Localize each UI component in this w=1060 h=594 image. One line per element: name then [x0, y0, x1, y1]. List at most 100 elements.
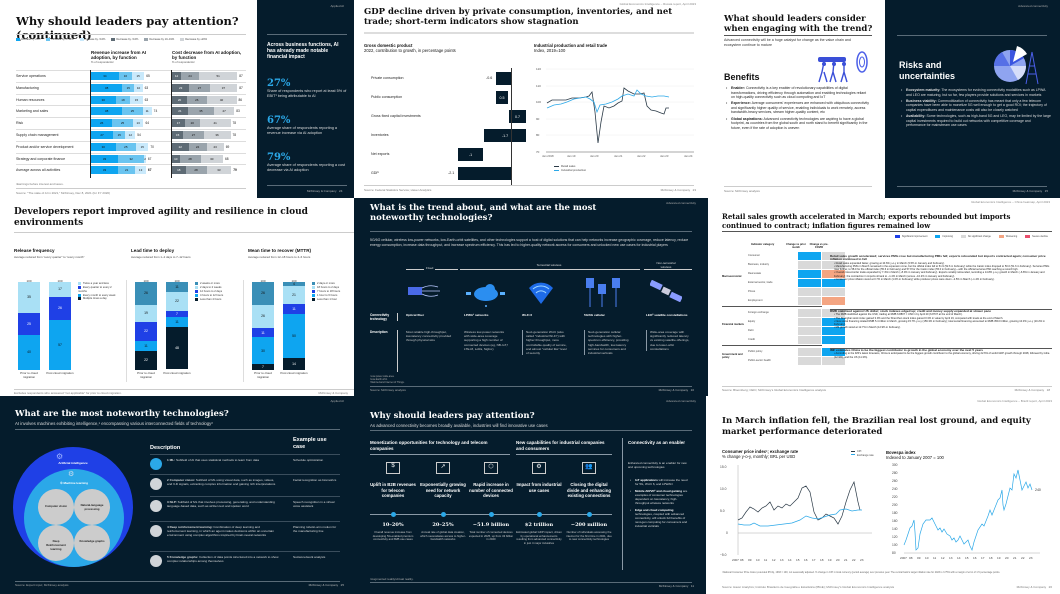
- cpi-chart-header: Consumer price index¹; exchange rate% ch…: [722, 449, 799, 459]
- footnote: ¹Earnings before interest and taxes.: [16, 182, 64, 186]
- table-row: Average across all activities 33 21 13 67 18 2…: [16, 164, 246, 175]
- tech-icon: [150, 525, 162, 537]
- cpi-exchange-line-chart: 15.0 10.0 5.0 0 −5.0 2007 08 09 10 11 12 13 14 15 16 1…: [720, 465, 872, 562]
- slide-title: Developers report improved agility and r…: [14, 207, 308, 228]
- section-tag: Advanced connectivity: [666, 399, 696, 403]
- svg-text:18: 18: [989, 556, 993, 560]
- use-case: Planning robotic-arm motion for the manu…: [293, 525, 337, 533]
- section-tag: Advanced connectivity: [666, 201, 696, 205]
- svg-text:08: 08: [740, 558, 744, 562]
- table-row: Risk 26 25 13 64 17 20 41 78: [16, 117, 246, 128]
- bullet-item: Experience: Average consumers' experienc…: [726, 101, 871, 115]
- footer: McKinsey & Company 25: [308, 583, 344, 587]
- slide-subtitle: AI involves machines exhibiting intellig…: [15, 421, 213, 426]
- svg-text:Jan 20: Jan 20: [590, 154, 599, 158]
- svg-text:12: 12: [772, 558, 776, 562]
- enabler-item: Edge and cloud computing technologies, c…: [630, 508, 690, 528]
- x-label: Post cloud migration: [163, 371, 191, 375]
- tech-description: Next-generation cellular technologies wi…: [584, 330, 630, 356]
- wifi6-icon: [529, 282, 553, 304]
- svg-text:19: 19: [828, 558, 832, 562]
- svg-text:11: 11: [933, 556, 936, 560]
- col-header-category: Indicator category: [751, 243, 775, 246]
- satellite-icon: [650, 280, 682, 302]
- svg-text:15: 15: [796, 558, 800, 562]
- tech-description: Wide-area coverage with significantly re…: [646, 330, 692, 352]
- svg-text:260: 260: [892, 479, 898, 483]
- svg-text:15.0: 15.0: [720, 465, 727, 469]
- bar-total: 100: [143, 279, 149, 283]
- slide-title: What is the trend about, and what are th…: [370, 203, 597, 223]
- bullet-item: Global aspirations: Advanced connectivit…: [726, 117, 871, 131]
- svg-text:21: 21: [1013, 556, 1017, 560]
- svg-text:Jan 2018: Jan 2018: [542, 154, 554, 158]
- table-row: Supply chain management 27 15 12 54 15 27 36 78: [16, 129, 246, 140]
- summary-section: IMF estimates China to be the biggest co…: [830, 348, 1050, 359]
- revenue-bar: 33 32 2 67: [91, 154, 151, 163]
- heatmap-row: Equity: [748, 317, 864, 326]
- stat-block: 67% Average share of respondents reportin…: [267, 115, 338, 135]
- use-case-header: Example use case: [293, 437, 327, 450]
- svg-text:220: 220: [892, 495, 898, 499]
- slide-ai-technologies: Applied AI What are the most noteworthy …: [0, 396, 354, 594]
- pie-tower-illustration: [993, 46, 1039, 85]
- tech-name: LPWA¹ networks: [464, 313, 489, 317]
- node-knowledge-graphs: Knowledge graphs: [74, 525, 110, 561]
- waterfall-bar: [458, 167, 511, 180]
- footnote: Excludes respondents who answered "not a…: [14, 391, 122, 395]
- stacked-bar: 35 25 40: [18, 282, 40, 370]
- slide-connectivity-risks: Advanced connectivity Risks and uncertai…: [885, 0, 1060, 198]
- tech-icon: [150, 500, 162, 512]
- slide-subtitle: As advanced connectivity becomes broadly…: [370, 423, 548, 428]
- enabler-item: Mobile AR/VR¹ and cloud gaming are examp…: [630, 489, 690, 505]
- group-label: Government and policy: [722, 353, 743, 360]
- chart-subtitle: Average reduced from "every quarter" to …: [14, 255, 85, 259]
- kpi-value: 20–25% Annual rate of global data creatio…: [420, 522, 466, 542]
- tech-name: LEO² satellite constellations: [646, 313, 688, 317]
- node-deep-rl: Deep Reinforcement learning: [38, 525, 74, 561]
- revenue-bar: 30 18 15 63: [91, 95, 148, 104]
- group-label: Financial markets: [722, 323, 744, 326]
- source-note: Source: Federal Statistics Service; Have…: [364, 188, 432, 192]
- table-row: Human resources 30 18 15 63 20 26 40 86: [16, 93, 246, 105]
- revenue-header: Revenue increase from AI adoption, by fu…: [91, 50, 147, 64]
- row-label-tech: Connectivity technology: [370, 313, 398, 321]
- section-new-capabilities: New capabilities for industrial companie…: [516, 440, 612, 455]
- svg-text:10: 10: [925, 556, 929, 560]
- kpi-card: Exponentially growing need for network c…: [420, 482, 466, 498]
- stacked-bar: 26 19 22 11 22: [135, 282, 157, 370]
- summary-section: Retail sales growth accelerated; service…: [830, 254, 1050, 282]
- cost-bar: 12 24 51 87: [172, 72, 243, 80]
- svg-text:23: 23: [860, 558, 864, 562]
- svg-text:240: 240: [1035, 488, 1041, 492]
- legend-item: Decrease by ≥20%: [180, 38, 207, 41]
- slide-cloud-agility: Developers report improved agility and r…: [0, 198, 354, 396]
- cost-bar: 23 27 37 87: [172, 83, 243, 92]
- bar-total: 100: [291, 279, 297, 283]
- svg-text:−5.0: −5.0: [720, 553, 727, 557]
- bullet-item: Enabler: Connectivity is a key enabler o…: [726, 86, 871, 100]
- svg-text:Jan 23: Jan 23: [660, 154, 669, 158]
- svg-text:280: 280: [892, 471, 898, 475]
- heatmap-row: Real estate: [748, 269, 864, 278]
- bar-total: 100: [57, 279, 63, 283]
- svg-text:20: 20: [836, 558, 840, 562]
- waterfall-label: Public consumption: [371, 95, 403, 99]
- slide-title: Why should leaders pay attention?: [370, 411, 535, 421]
- slide-china-heatmap: Global Economics Intelligence – China he…: [708, 198, 1060, 396]
- svg-text:13: 13: [780, 558, 784, 562]
- tech-description: Wireless low-power networks with wide-ar…: [464, 330, 509, 351]
- svg-text:80: 80: [536, 133, 540, 137]
- chart-legend: Twice a year and less Every quarter to ev…: [78, 282, 116, 301]
- svg-text:10: 10: [756, 558, 760, 562]
- legend-item: Improving: [935, 235, 953, 238]
- x-label: Post cloud migration: [280, 371, 308, 375]
- gdp-chart-header: Gross domestic product 2022, contribution…: [364, 43, 456, 54]
- node-computer-vision: Computer vision: [38, 489, 74, 525]
- legend-item: Decrease by <10%: [111, 38, 138, 41]
- waterfall-label: Inventories: [371, 133, 389, 137]
- enabler-item: IoT applications will increase the need …: [630, 478, 690, 486]
- section-tag: Global Economics Intelligence – Brazil r…: [977, 399, 1052, 403]
- chart-legend: 2 days or more 18 hours to 2 days 7 hours …: [312, 282, 354, 302]
- legend-item: Severe decline: [1025, 235, 1048, 238]
